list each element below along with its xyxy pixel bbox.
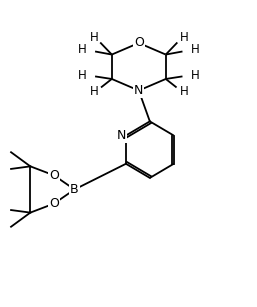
- Text: H: H: [191, 43, 200, 56]
- Text: H: H: [179, 31, 188, 44]
- Text: O: O: [49, 197, 59, 210]
- Text: H: H: [78, 43, 87, 56]
- Text: O: O: [134, 37, 144, 49]
- Text: H: H: [78, 69, 87, 82]
- Text: H: H: [89, 31, 98, 44]
- Text: H: H: [191, 69, 200, 82]
- Text: B: B: [70, 183, 79, 196]
- Text: N: N: [134, 84, 143, 97]
- Text: H: H: [89, 85, 98, 98]
- Text: N: N: [117, 129, 126, 142]
- Text: H: H: [179, 85, 188, 98]
- Text: O: O: [49, 169, 59, 182]
